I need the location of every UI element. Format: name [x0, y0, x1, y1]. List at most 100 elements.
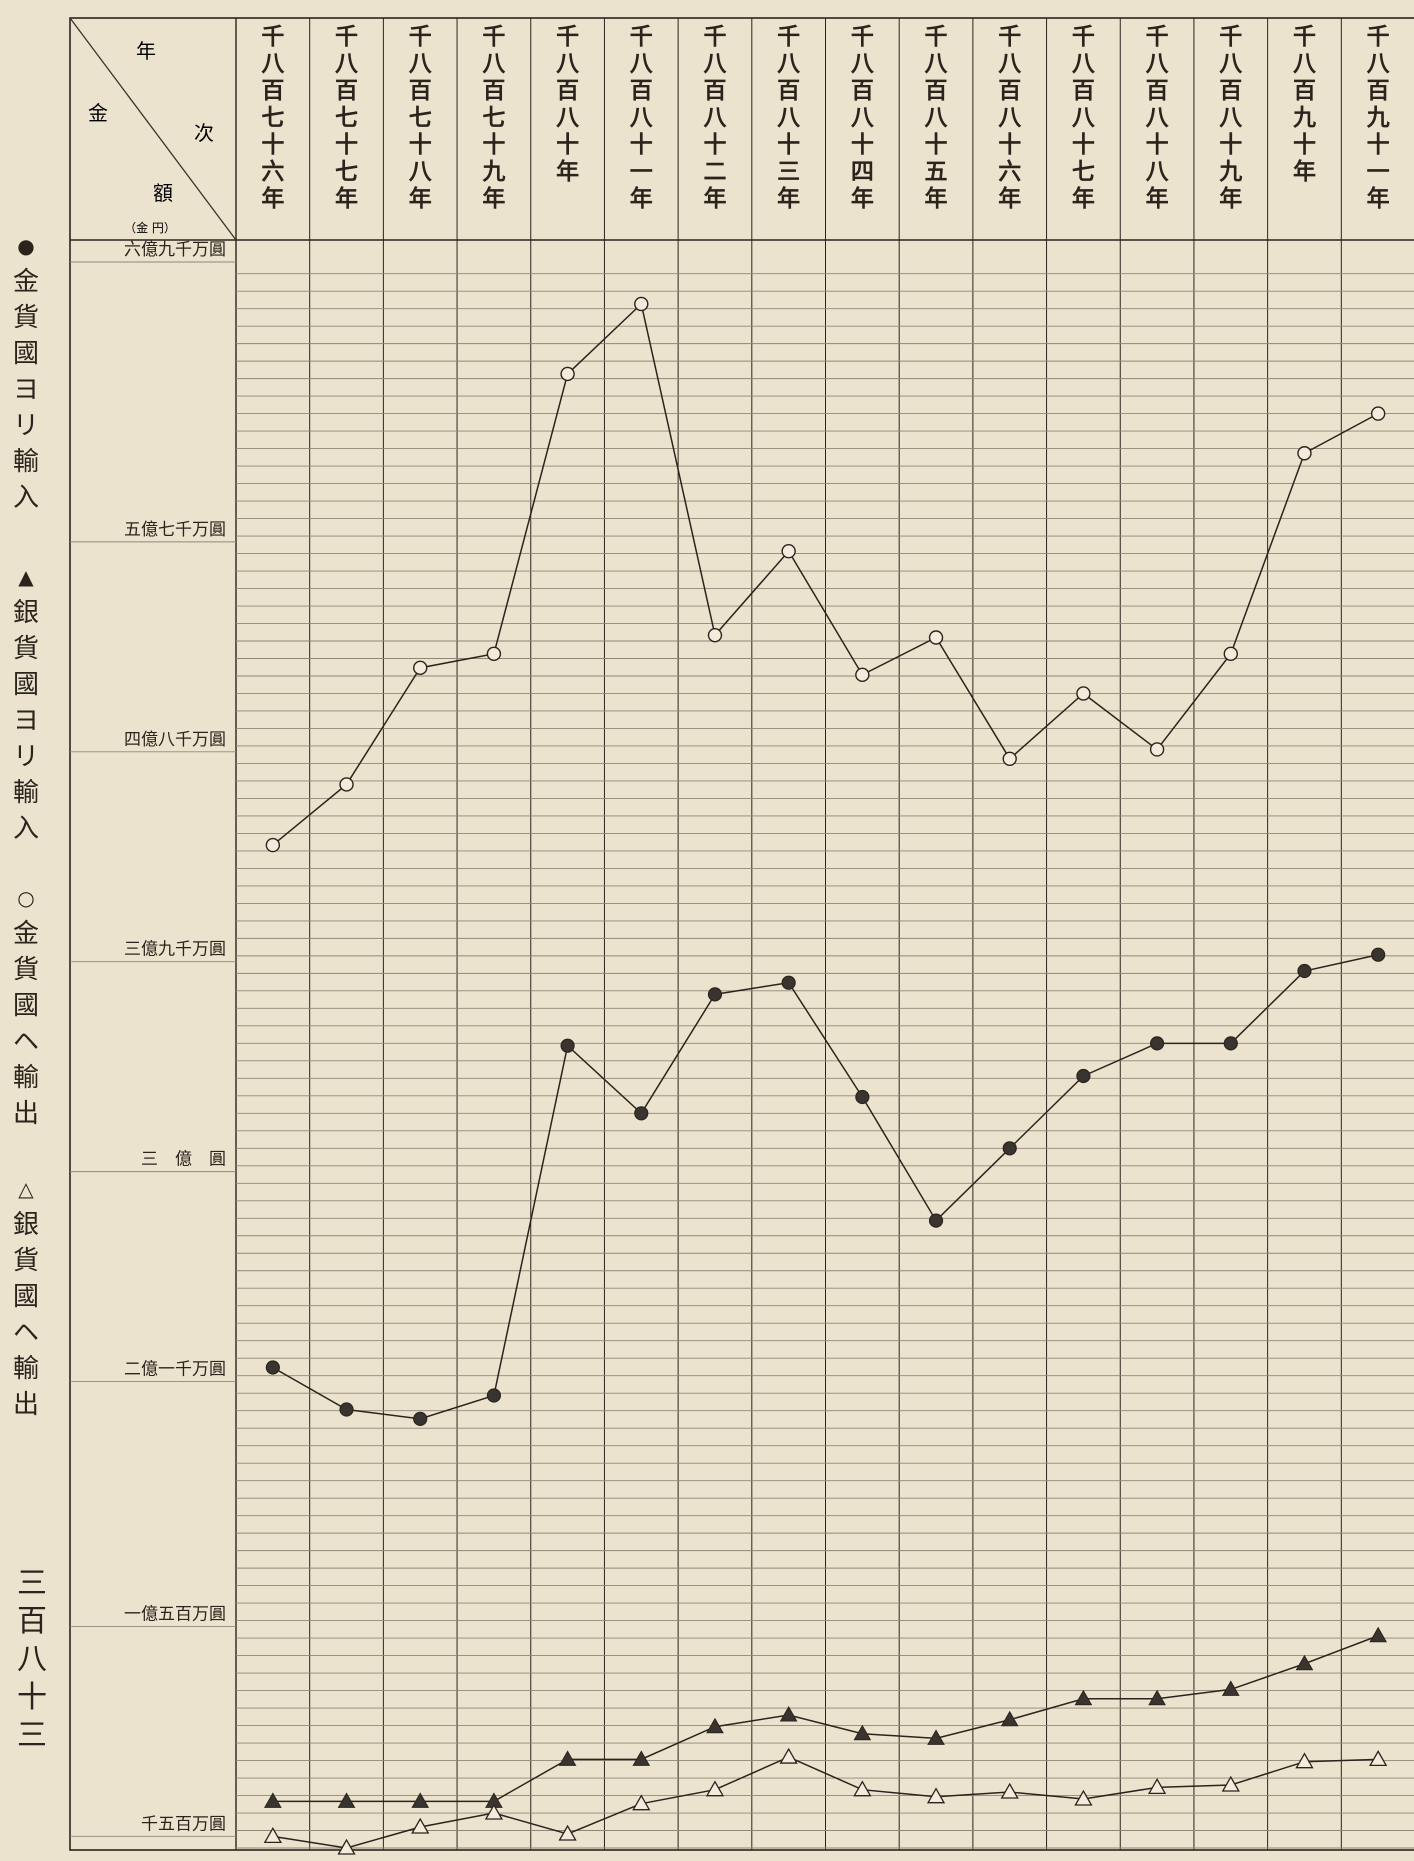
data-point: [337, 1792, 356, 1808]
x-tick-label: 千八百九十一年: [1366, 23, 1391, 212]
x-tick-label: 千八百八十年: [556, 23, 580, 185]
data-point: [265, 837, 281, 853]
x-tick-label: 千八百八十七年: [1072, 23, 1096, 212]
open-triangle-icon: △: [18, 1177, 34, 1201]
data-point: [1297, 963, 1312, 979]
data-point: [928, 1213, 944, 1228]
data-point: [1147, 1778, 1167, 1795]
data-point: [1149, 1036, 1165, 1051]
series-line: [272, 953, 1379, 1420]
filled-circle-icon: ●: [17, 234, 35, 258]
data-point: [1223, 1036, 1238, 1051]
data-point: [1223, 646, 1238, 662]
x-tick-label: 千八百八十一年: [630, 23, 654, 212]
data-point: [1076, 1068, 1091, 1084]
series-filled-triangle: [263, 1626, 1388, 1808]
data-point: [706, 1717, 724, 1734]
data-point: [855, 1089, 870, 1105]
data-point: [1074, 1789, 1093, 1806]
data-point: [339, 777, 354, 792]
x-tick-label: 千八百八十三年: [777, 23, 801, 212]
data-point: [558, 1824, 577, 1841]
x-tick-label: 千八百九十年: [1292, 23, 1317, 185]
data-point: [1297, 446, 1312, 461]
data-point: [634, 296, 649, 312]
x-tick-label: 千八百七十八年: [409, 23, 433, 212]
data-point: [411, 1817, 430, 1834]
data-point: [339, 1402, 354, 1417]
series-line: [272, 1756, 1379, 1849]
data-point: [928, 630, 944, 645]
x-tick-label: 千八百八十四年: [851, 23, 875, 212]
series: [263, 296, 1388, 1855]
open-circle-icon: ○: [17, 886, 35, 910]
grid: [69, 17, 1414, 1851]
data-point: [853, 1724, 872, 1741]
data-point: [1076, 686, 1091, 701]
x-tick-label: 千八百八十六年: [998, 23, 1022, 212]
y-tick-label: 千五百万圓: [141, 1814, 226, 1834]
data-point: [1295, 1654, 1314, 1671]
header-year-label: 年: [136, 39, 156, 63]
data-point: [486, 1388, 502, 1403]
filled-triangle-icon: ▲: [18, 565, 34, 589]
legend-silver-import: ▲ 銀貨國ヨリ輸入: [6, 563, 46, 847]
x-tick-label: 千八百七十九年: [481, 23, 506, 212]
legend-silver-export: △ 銀貨國ヘ輸出: [6, 1175, 46, 1423]
data-point: [1000, 1782, 1019, 1799]
data-point: [855, 667, 870, 683]
data-point: [1149, 742, 1165, 757]
data-point: [486, 646, 502, 662]
header-amount-label: 額: [153, 181, 173, 205]
page-number: 三百八十三: [17, 1566, 47, 1753]
data-point: [1295, 1752, 1314, 1769]
data-point: [1369, 1750, 1388, 1767]
data-point: [263, 1792, 282, 1808]
y-tick-label: 五億七千万圓: [124, 520, 226, 540]
data-point: [1221, 1680, 1240, 1696]
x-tick-label: 千八百七十六年: [261, 23, 285, 212]
data-point: [484, 1803, 504, 1820]
legend-label: 金貨國ヘ輸出: [12, 919, 39, 1129]
data-point: [560, 1038, 575, 1053]
data-point: [926, 1787, 946, 1804]
data-point: [632, 1750, 651, 1766]
y-tick-label: 六億九千万圓: [124, 240, 226, 260]
x-tick-label: 千八百八十八年: [1146, 23, 1170, 212]
x-tick-label: 千八百八十二年: [703, 23, 727, 212]
y-tick-label: 三億九千万圓: [124, 940, 226, 960]
header-next-label: 次: [194, 121, 214, 145]
header-diagonal: [69, 17, 237, 241]
data-point: [337, 1838, 356, 1855]
legend-gold-export: ○ 金貨國ヘ輸出: [6, 884, 46, 1132]
header-unit-label: （金 円）: [124, 220, 176, 235]
data-point: [1221, 1775, 1240, 1792]
data-point: [558, 1750, 577, 1766]
data-point: [707, 987, 723, 1002]
series-open-triangle: [263, 1747, 1388, 1855]
data-point: [1002, 751, 1017, 766]
data-point: [634, 1106, 649, 1121]
data-point: [560, 366, 575, 382]
data-point: [1371, 947, 1386, 962]
series-filled-circle: [265, 947, 1386, 1426]
data-point: [1148, 1689, 1166, 1706]
x-tick-label: 千八百八十五年: [925, 23, 949, 212]
data-point: [413, 1411, 428, 1426]
data-point: [707, 627, 723, 643]
data-point: [779, 1706, 798, 1722]
x-tick-label: 千八百八十九年: [1218, 23, 1243, 212]
series-line: [272, 302, 1379, 846]
data-point: [927, 1729, 945, 1745]
data-point: [1000, 1710, 1019, 1727]
data-point: [1369, 1626, 1388, 1643]
legend-label: 金貨國ヨリ輸入: [12, 267, 39, 513]
data-point: [1370, 406, 1386, 421]
frame: [69, 17, 1414, 1851]
data-point: [705, 1780, 725, 1797]
data-point: [411, 1792, 430, 1808]
data-point: [781, 544, 796, 559]
